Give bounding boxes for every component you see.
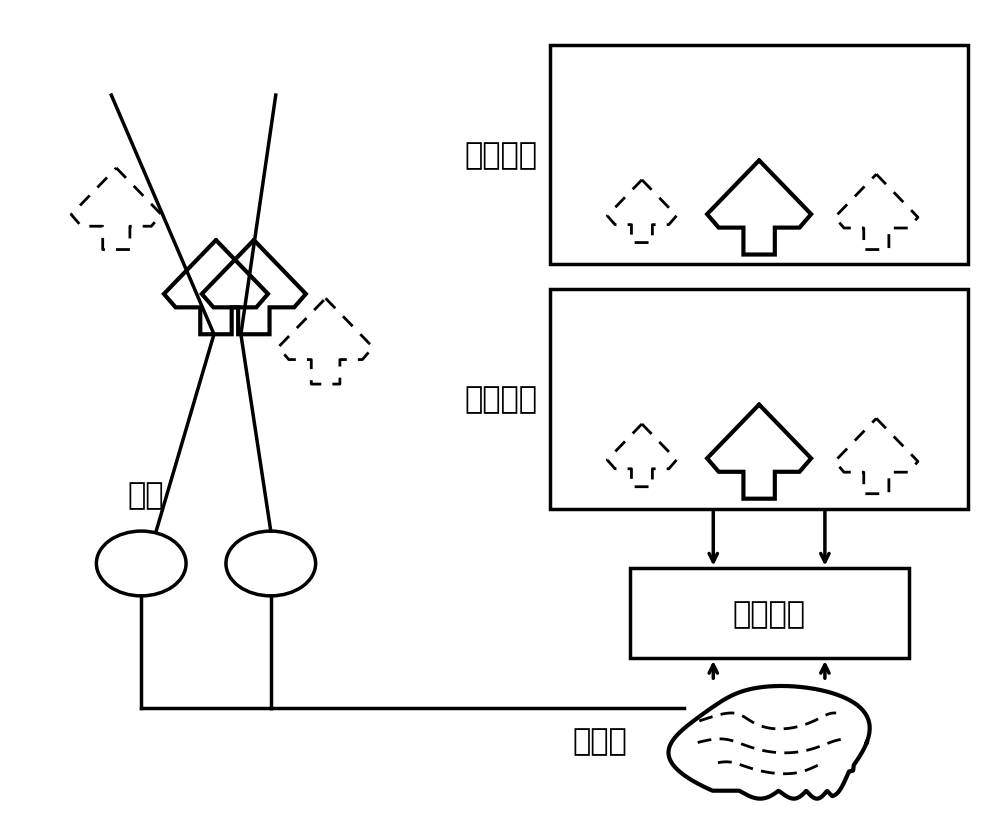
Text: 脑神经: 脑神经 xyxy=(572,726,627,755)
Bar xyxy=(550,46,968,265)
Text: 右眼成像: 右眼成像 xyxy=(465,385,538,414)
Bar xyxy=(550,290,968,509)
Text: 左眼成像: 左眼成像 xyxy=(465,141,538,170)
Bar xyxy=(630,568,909,658)
Text: 立体成像: 立体成像 xyxy=(733,599,806,628)
Text: 双眼: 双眼 xyxy=(128,480,164,509)
